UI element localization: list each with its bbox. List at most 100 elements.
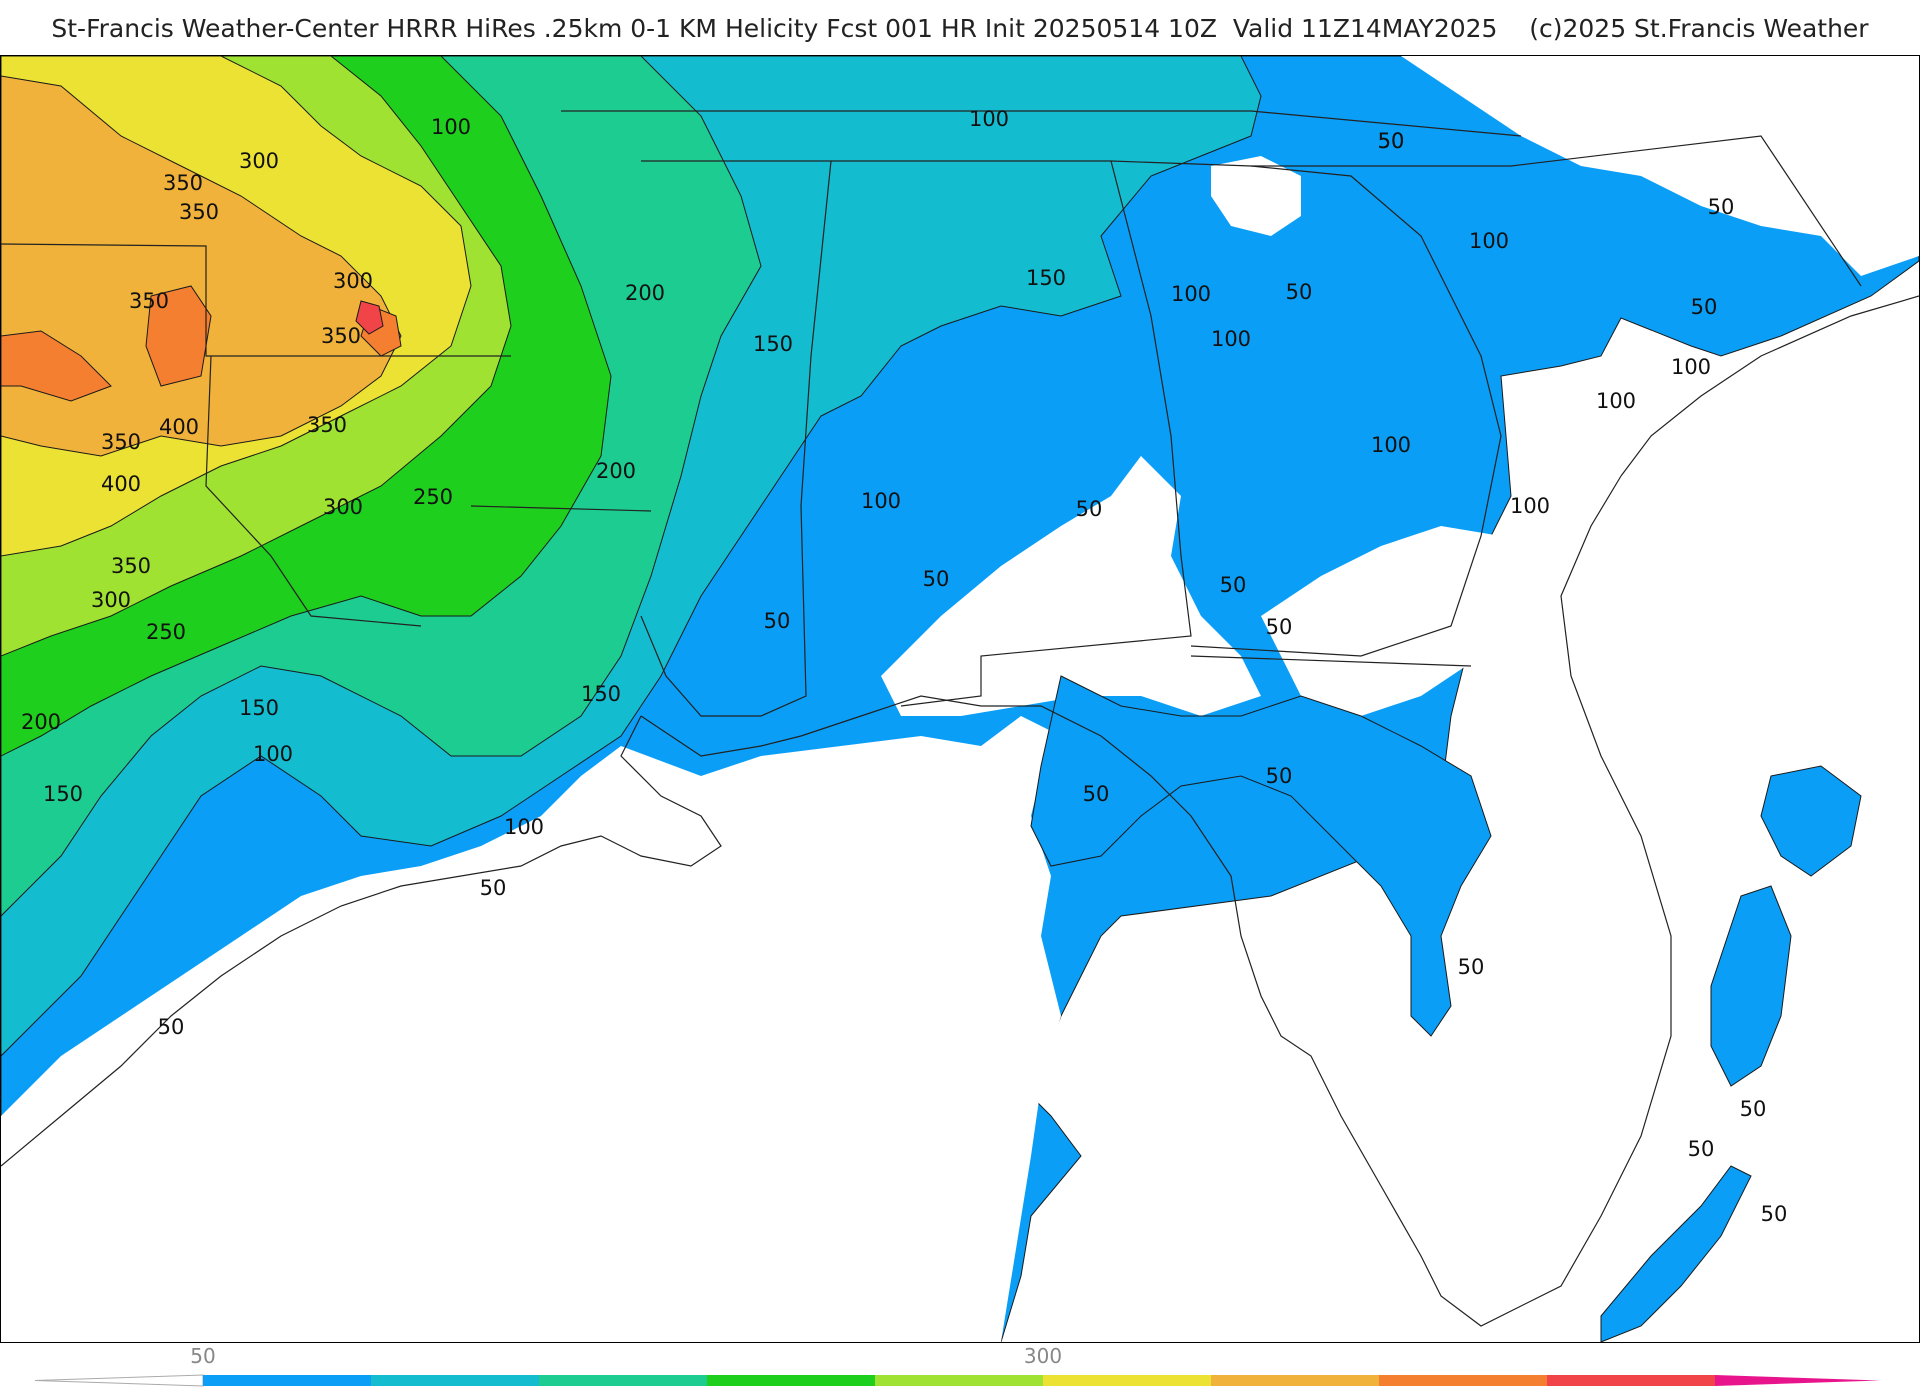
color-scale-swatches: [34, 1374, 1880, 1387]
contour-label: 350: [163, 171, 203, 195]
contour-label: 100: [1469, 229, 1509, 253]
contour-label: 50: [1688, 1137, 1715, 1161]
contour-label: 150: [43, 782, 83, 806]
fill-50-fl-gulf: [1030, 675, 1492, 1037]
clear-patch-ncmtn: [1211, 156, 1301, 236]
contour-label: 50: [1076, 497, 1103, 521]
coast-gulf: [640, 475, 1672, 1327]
clear-patch-alga: [881, 456, 1261, 716]
contour-label: 100: [504, 815, 544, 839]
fill-400: [1, 285, 402, 402]
contour-label: 300: [333, 269, 373, 293]
contour-label: 300: [239, 149, 279, 173]
gulf-clear: [1, 716, 1061, 1342]
contour-label: 50: [1266, 615, 1293, 639]
contour-label: 100: [1596, 389, 1636, 413]
florida-clear: [1421, 636, 1701, 1296]
colorbar-tick-label: 300: [1024, 1345, 1062, 1368]
helicity-map: 100 100 50 50 300 350 350 300 350 350 400 350 350 400…: [0, 55, 1920, 1343]
contour-label: 100: [1510, 494, 1550, 518]
border-fl: [1190, 655, 1472, 667]
contour-label: 50: [1378, 129, 1405, 153]
contour-label: 250: [413, 485, 453, 509]
contour-label: 350: [321, 324, 361, 348]
contour-label: 50: [1761, 1202, 1788, 1226]
contour-label: 400: [101, 472, 141, 496]
contour-label: 350: [129, 289, 169, 313]
state-borders: [1, 110, 1919, 1327]
colorbar-swatch: [1043, 1375, 1211, 1386]
contour-label: 200: [596, 459, 636, 483]
coast-la: [1, 715, 722, 1167]
fill-50-atl2: [1710, 885, 1792, 1087]
colorbar-swatch: [203, 1375, 371, 1386]
color-scale-ticks: 50 300: [190, 1345, 1062, 1368]
contour-label: 150: [1026, 266, 1066, 290]
contour-label: 250: [146, 620, 186, 644]
colorbar-swatch: [371, 1375, 539, 1386]
contour-label: 300: [91, 588, 131, 612]
contour-label: 50: [1740, 1097, 1767, 1121]
border-ga: [1110, 160, 1502, 657]
colorbar-tick-label: 50: [190, 1345, 215, 1368]
contour-label: 50: [1083, 782, 1110, 806]
clear-patch-gasc: [1261, 526, 1521, 716]
contour-label: 100: [861, 489, 901, 513]
contour-label: 50: [1286, 280, 1313, 304]
color-scale-bar: 50 300: [34, 1345, 1880, 1387]
colorbar-swatch: [707, 1375, 875, 1386]
contour-label: 100: [431, 115, 471, 139]
colorbar-swatch: [1211, 1375, 1379, 1386]
clear-patch-va: [1401, 56, 1919, 276]
contour-label: 350: [101, 430, 141, 454]
border-nc: [1251, 135, 1862, 287]
atlantic-clear: [1561, 376, 1919, 1342]
colorbar-swatch: [539, 1375, 707, 1386]
contour-label: 100: [253, 742, 293, 766]
colorbar-swatch: [1547, 1375, 1715, 1386]
border-ok-tx: [1, 243, 511, 357]
contour-label: 50: [1458, 955, 1485, 979]
contour-label: 300: [323, 495, 363, 519]
border-la-ms: [470, 505, 652, 512]
fill-50-atl1: [1760, 765, 1862, 877]
contour-label: 400: [159, 415, 199, 439]
contour-label: 100: [1671, 355, 1711, 379]
contour-label: 50: [480, 876, 507, 900]
contour-label: 50: [158, 1015, 185, 1039]
contour-label: 350: [179, 200, 219, 224]
contour-label: 50: [1691, 295, 1718, 319]
border-ms: [640, 160, 832, 717]
contour-label: 100: [1171, 282, 1211, 306]
contour-label: 50: [1708, 195, 1735, 219]
contour-label: 50: [1378, 129, 1405, 153]
contour-label: 150: [753, 332, 793, 356]
contour-label: 50: [923, 567, 950, 591]
contour-label: 350: [111, 554, 151, 578]
contour-label: 150: [239, 696, 279, 720]
fill-450: [355, 300, 384, 335]
border-ar-la: [205, 355, 422, 627]
contour-label: 200: [625, 281, 665, 305]
coast-atl: [1620, 295, 1919, 477]
border-al: [831, 160, 1192, 707]
contour-label: 200: [21, 710, 61, 734]
contour-label: 100: [1211, 327, 1251, 351]
colorbar-over-triangle: [1715, 1375, 1880, 1386]
contour-label: 50: [1220, 573, 1247, 597]
contour-label: 350: [307, 413, 347, 437]
contour-label: 100: [1371, 433, 1411, 457]
colorbar-swatch: [875, 1375, 1043, 1386]
fill-50-keys: [1600, 1165, 1752, 1342]
border-tn-ky: [561, 110, 1522, 137]
contour-label: 100: [969, 107, 1009, 131]
contour-label: 50: [764, 609, 791, 633]
map-title: St-Francis Weather-Center HRRR HiRes .25…: [51, 14, 1869, 43]
contour-label: 50: [1266, 764, 1293, 788]
contour-label: 150: [581, 682, 621, 706]
colorbar-swatch: [1379, 1375, 1547, 1386]
colorbar-under-triangle: [34, 1374, 204, 1387]
helicity-fill: [1, 56, 1919, 1342]
